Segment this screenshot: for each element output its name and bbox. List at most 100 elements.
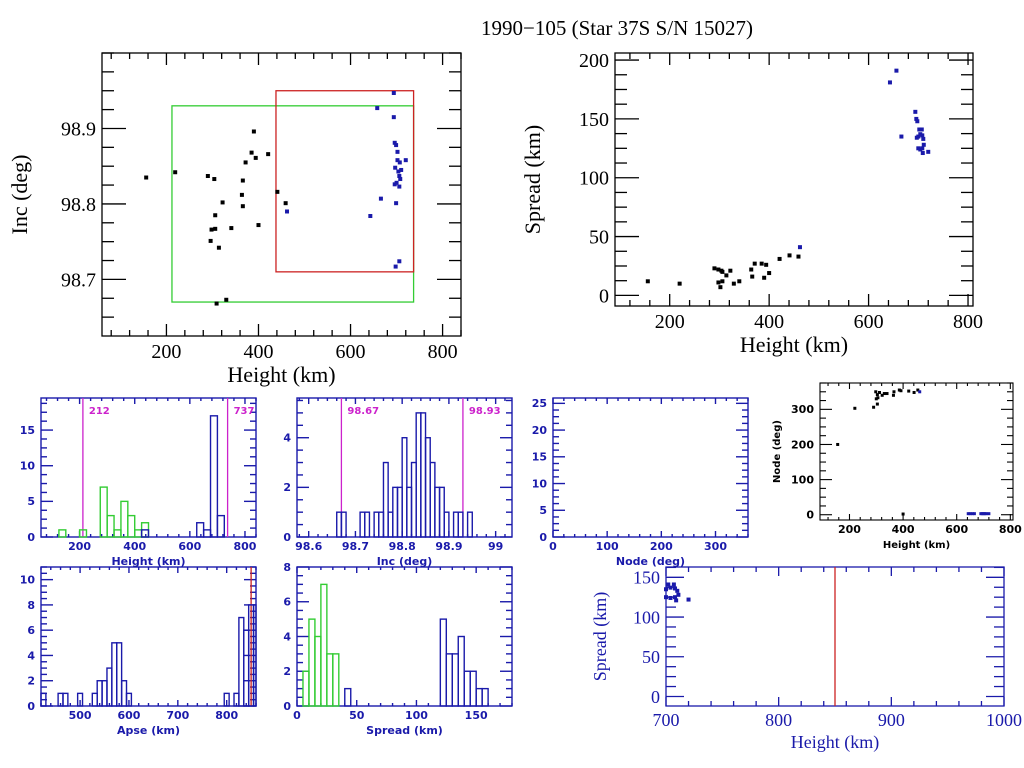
data-point: [752, 261, 757, 266]
data-point: [836, 442, 840, 446]
data-point: [787, 253, 792, 258]
data-point: [671, 582, 676, 587]
x-tick-label: 800: [953, 311, 983, 333]
data-point: [392, 182, 397, 187]
y-tick-label: 0: [27, 700, 35, 713]
data-point: [885, 392, 889, 396]
histogram-bar: [76, 692, 84, 707]
x-tick-label: 200: [151, 341, 181, 363]
x-axis-label: Spread (km): [366, 724, 443, 737]
x-tick-label: 1000: [986, 710, 1022, 730]
data-point: [737, 279, 742, 284]
x-tick-label: 600: [336, 341, 366, 363]
data-point: [892, 390, 896, 394]
data-point: [229, 226, 234, 231]
data-point: [916, 388, 920, 392]
x-tick-label: 600: [945, 523, 968, 536]
x-tick-label: 98.8: [389, 540, 416, 553]
histogram-bar: [99, 486, 108, 538]
data-point: [716, 280, 721, 285]
y-axis-label: Node (deg): [772, 420, 783, 483]
data-point: [674, 598, 679, 603]
y-tick-label: 50: [589, 227, 609, 249]
data-point: [673, 586, 678, 591]
y-tick-label: 100: [579, 168, 609, 190]
data-point: [880, 393, 884, 397]
data-point: [972, 512, 976, 516]
plot-frame: [101, 52, 462, 337]
x-tick-label: 100: [596, 540, 619, 553]
y-tick-label: 98.8: [61, 194, 96, 216]
x-tick-label: 800: [428, 341, 458, 363]
data-point: [899, 134, 904, 139]
data-point: [899, 389, 903, 393]
data-point: [205, 174, 210, 179]
data-point: [396, 169, 401, 174]
data-point: [720, 279, 725, 284]
histogram-bar: [344, 687, 352, 707]
x-axis-label: Node (deg): [616, 555, 685, 568]
data-point: [918, 390, 922, 394]
y-tick-label: 25: [532, 397, 547, 410]
histogram-bar: [481, 687, 489, 707]
data-point: [917, 127, 922, 132]
y-tick-label: 98.7: [61, 269, 96, 291]
data-point: [224, 297, 229, 302]
data-point: [872, 405, 876, 409]
data-point: [275, 189, 280, 194]
data-point: [677, 281, 682, 286]
data-point: [686, 597, 691, 602]
x-tick-label: 400: [892, 523, 915, 536]
plot-frame: [614, 52, 974, 307]
histogram-bar: [116, 642, 123, 707]
data-point: [216, 245, 221, 250]
data-point: [239, 192, 244, 197]
data-point: [914, 116, 919, 121]
data-point: [393, 264, 398, 269]
x-axis-label: Inc (deg): [377, 555, 433, 568]
data-point: [240, 204, 245, 209]
data-point: [243, 160, 248, 165]
data-point: [397, 184, 402, 189]
y-tick-label: 100: [791, 473, 814, 486]
data-point: [878, 390, 882, 394]
data-point: [266, 152, 271, 157]
data-point: [375, 106, 380, 111]
data-point: [926, 149, 931, 154]
data-point: [876, 396, 880, 400]
data-point: [392, 140, 397, 145]
x-tick-label: 600: [178, 540, 201, 553]
data-point: [209, 227, 214, 232]
histogram-bar: [62, 692, 69, 707]
histogram-bar: [466, 511, 473, 538]
threshold-label: 98.93: [469, 406, 501, 417]
data-point: [391, 115, 396, 120]
data-point: [251, 129, 256, 134]
data-point: [716, 267, 721, 272]
data-point: [920, 151, 925, 156]
y-tick-label: 0: [651, 687, 660, 707]
x-tick-label: 200: [68, 540, 91, 553]
y-tick-label: 2: [27, 675, 35, 688]
data-point: [797, 245, 802, 250]
x-tick-label: 400: [243, 341, 273, 363]
x-tick-label: 100: [405, 709, 428, 722]
y-axis-label: Inc (deg): [7, 154, 32, 234]
x-tick-label: 700: [166, 709, 189, 722]
x-tick-label: 200: [838, 523, 861, 536]
x-tick-label: 98.6: [295, 540, 322, 553]
x-tick-label: 400: [754, 311, 784, 333]
y-tick-label: 15: [20, 424, 35, 437]
y-axis-label: Spread (km): [590, 592, 611, 681]
red-box: [275, 90, 415, 273]
y-tick-label: 2: [283, 665, 291, 678]
x-axis-label: Height (km): [740, 332, 848, 357]
histogram-bar: [320, 583, 328, 707]
x-axis-label: Apse (km): [117, 724, 180, 737]
x-tick-label: 300: [704, 540, 727, 553]
data-point: [987, 512, 991, 516]
data-point: [915, 119, 920, 124]
